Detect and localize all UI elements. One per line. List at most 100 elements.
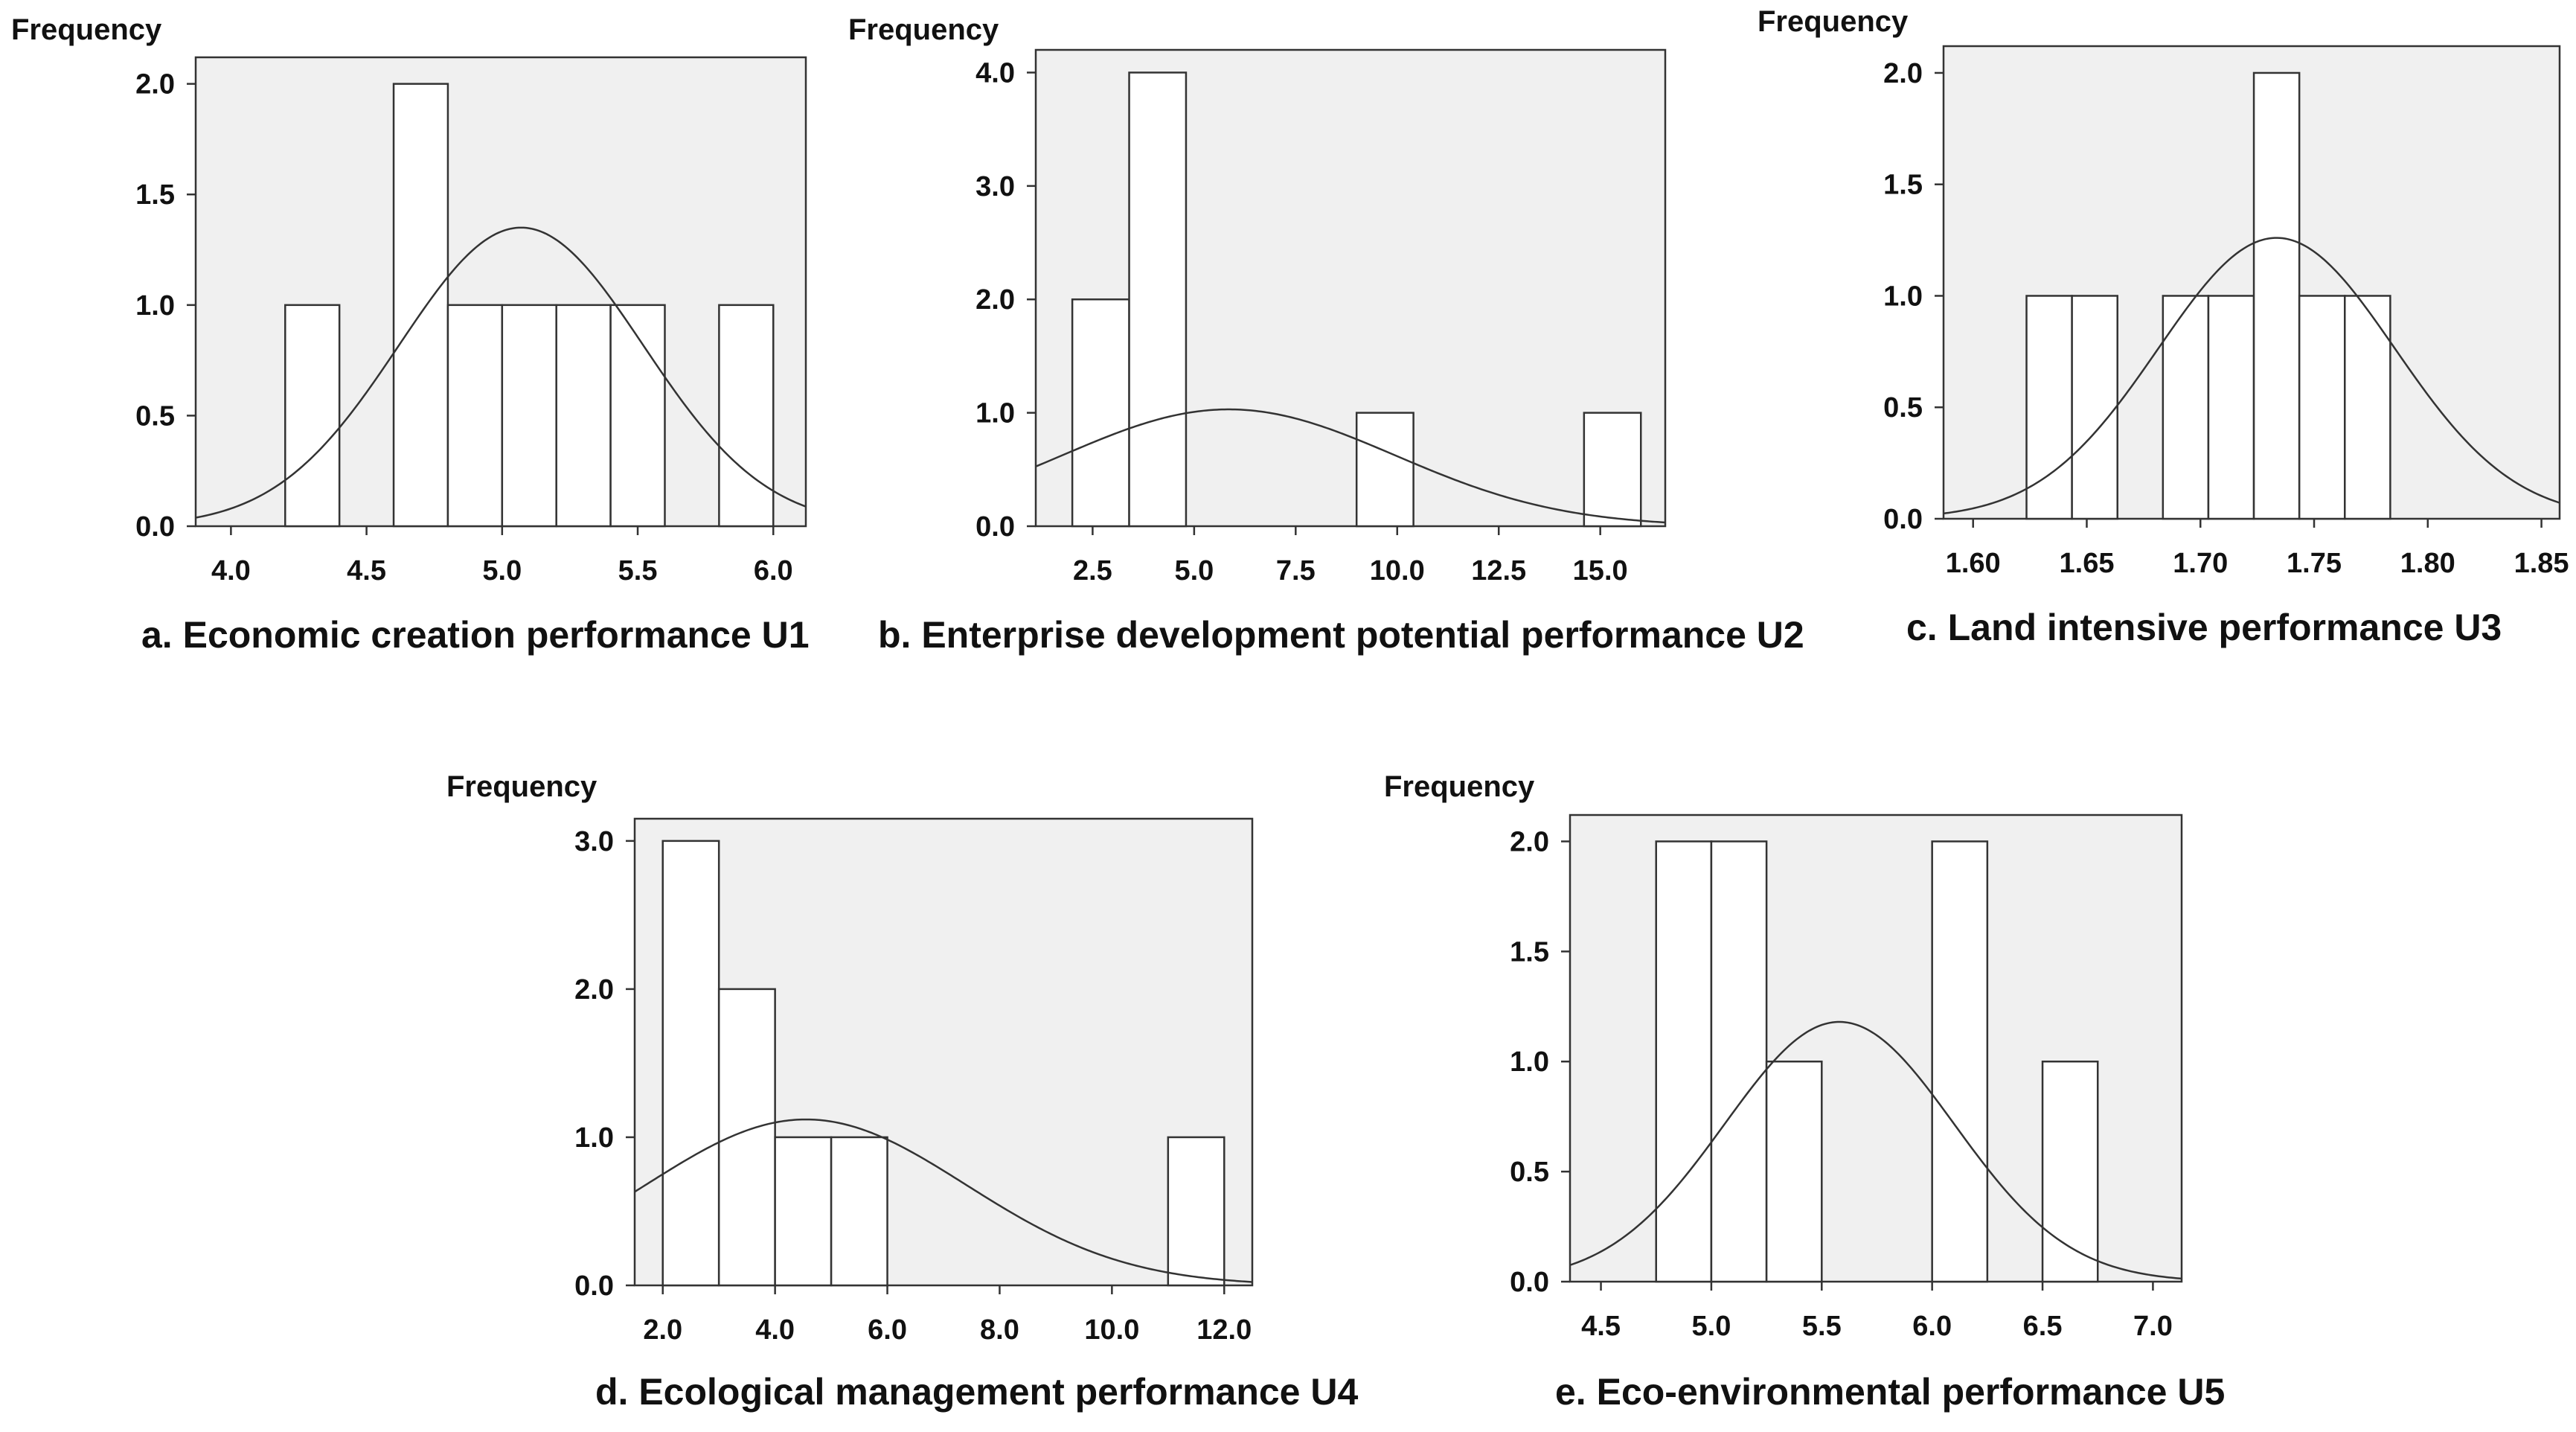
panel-caption: c. Land intensive performance U3 <box>1906 607 2502 648</box>
y-tick-label: 2.0 <box>574 974 614 1006</box>
x-tick-label: 8.0 <box>980 1314 1019 1346</box>
y-tick-label: 3.0 <box>574 826 614 857</box>
panel-U4: 0.0 1.0 2.0 3.0 2.0 4.0 6.0 8.0 10.0 12.0 Frequenc… <box>446 770 1358 1413</box>
panel-caption: a. Economic creation performance U1 <box>141 614 810 656</box>
x-tick-label: 15.0 <box>1573 555 1628 586</box>
y-tick-label: 1.5 <box>1883 170 1923 201</box>
histogram-bar <box>1128 71 1188 528</box>
x-tick-label: 5.0 <box>482 555 522 586</box>
y-tick-label: 1.5 <box>135 179 175 211</box>
x-tick-label: 6.0 <box>868 1314 907 1346</box>
histogram-bar <box>1583 412 1642 528</box>
panel-caption: b. Enterprise development potential perf… <box>878 614 1804 656</box>
x-tick-label: 5.5 <box>618 555 658 586</box>
y-tick-label: 0.0 <box>1510 1267 1549 1298</box>
x-tick-label: 6.0 <box>1912 1311 1952 1342</box>
histogram-bar <box>718 304 775 528</box>
histogram-bar <box>2207 295 2255 520</box>
y-tick-label: 0.0 <box>135 511 175 543</box>
y-axis-title: Frequency <box>1758 5 1909 38</box>
panel-caption: e. Eco-environmental performance U5 <box>1555 1371 2225 1413</box>
y-tick-label: 1.0 <box>135 290 175 322</box>
y-tick-label: 1.0 <box>1510 1046 1549 1078</box>
histogram-bar <box>609 304 666 528</box>
y-tick-label: 0.5 <box>1883 392 1923 423</box>
normal-curve <box>1036 408 1665 524</box>
y-tick-label: 0.0 <box>975 511 1015 543</box>
normal-curve <box>1570 1020 2182 1280</box>
x-tick-label: 1.80 <box>2400 548 2455 579</box>
x-tick-label: 4.0 <box>211 555 251 586</box>
x-tick-label: 1.65 <box>2060 548 2115 579</box>
y-tick-label: 0.0 <box>1883 504 1923 535</box>
histogram-bar <box>1655 840 1713 1283</box>
histogram-bar <box>2344 295 2391 520</box>
x-tick-label: 5.0 <box>1174 555 1214 586</box>
y-tick-label: 3.0 <box>975 171 1015 202</box>
y-tick-label: 4.0 <box>975 57 1015 89</box>
histogram-bar <box>1071 298 1130 528</box>
normal-curve <box>635 1118 1252 1283</box>
y-tick-label: 0.0 <box>574 1270 614 1302</box>
histogram-bar <box>1765 1060 1823 1283</box>
histogram-bar <box>446 304 504 528</box>
histogram-bar <box>501 304 557 528</box>
x-tick-label: 12.0 <box>1196 1314 1252 1346</box>
y-axis-title: Frequency <box>446 770 597 803</box>
panel-U5: 0.0 0.5 1.0 1.5 2.0 4.5 5.0 5.5 6.0 6.5 7.0 Frequen… <box>1384 770 2225 1413</box>
x-tick-label: 7.5 <box>1276 555 1316 586</box>
x-tick-label: 5.5 <box>1802 1311 1842 1342</box>
x-tick-label: 7.0 <box>2133 1311 2173 1342</box>
histogram-bar <box>830 1136 888 1287</box>
y-axis-title: Frequency <box>11 13 162 46</box>
x-tick-label: 2.0 <box>643 1314 682 1346</box>
x-tick-label: 1.85 <box>2514 548 2569 579</box>
panel-U3: 0.0 0.5 1.0 1.5 2.0 1.60 1.65 1.70 1.75 1.80 1.85 F… <box>1758 5 2569 648</box>
panel-caption: d. Ecological management performance U4 <box>595 1371 1358 1413</box>
histogram-bar <box>1167 1136 1225 1287</box>
histogram-bar <box>2252 71 2301 520</box>
y-axis-title: Frequency <box>848 13 999 46</box>
x-tick-label: 10.0 <box>1370 555 1425 586</box>
histogram-bar <box>392 83 449 528</box>
histogram-bar <box>2041 1060 2099 1283</box>
histogram-bar <box>2298 295 2346 520</box>
histogram-bar <box>1710 840 1768 1283</box>
x-tick-label: 1.75 <box>2287 548 2342 579</box>
x-tick-label: 4.0 <box>755 1314 795 1346</box>
y-axis-title: Frequency <box>1384 770 1535 803</box>
histogram-bar <box>1355 412 1414 528</box>
y-tick-label: 2.0 <box>975 284 1015 316</box>
histogram-bar <box>2071 295 2118 520</box>
y-tick-label: 0.5 <box>1510 1157 1549 1188</box>
x-tick-label: 10.0 <box>1084 1314 1139 1346</box>
histogram-bar <box>284 304 341 528</box>
y-tick-label: 0.5 <box>135 400 175 432</box>
y-tick-label: 2.0 <box>135 69 175 100</box>
x-tick-label: 1.60 <box>1946 548 2001 579</box>
x-tick-label: 12.5 <box>1471 555 1526 586</box>
y-tick-label: 1.5 <box>1510 936 1549 968</box>
y-tick-label: 2.0 <box>1883 58 1923 89</box>
histogram-bar <box>2162 295 2210 520</box>
histogram-bar <box>555 304 612 528</box>
y-tick-label: 1.0 <box>574 1122 614 1154</box>
x-tick-label: 4.5 <box>1581 1311 1621 1342</box>
panel-U2: 0.0 1.0 2.0 3.0 4.0 2.5 5.0 7.5 10.0 12.5 15.0 Freq… <box>848 13 1804 656</box>
x-tick-label: 5.0 <box>1692 1311 1731 1342</box>
y-tick-label: 1.0 <box>975 398 1015 429</box>
x-tick-label: 1.70 <box>2173 548 2228 579</box>
histogram-bar <box>717 988 776 1287</box>
x-tick-label: 6.0 <box>754 555 793 586</box>
histogram-bar <box>774 1136 833 1287</box>
normal-curve <box>196 226 806 519</box>
y-tick-label: 1.0 <box>1883 281 1923 312</box>
y-tick-label: 2.0 <box>1510 826 1549 857</box>
histogram-bar <box>1931 840 1989 1283</box>
x-tick-label: 4.5 <box>347 555 386 586</box>
normal-curve <box>1944 237 2560 515</box>
histogram-bar <box>661 840 720 1287</box>
x-tick-label: 6.5 <box>2023 1311 2063 1342</box>
panel-U1: 0.0 0.5 1.0 1.5 2.0 4.0 4.5 5.0 5.5 6.0 Frequency a… <box>11 13 810 656</box>
